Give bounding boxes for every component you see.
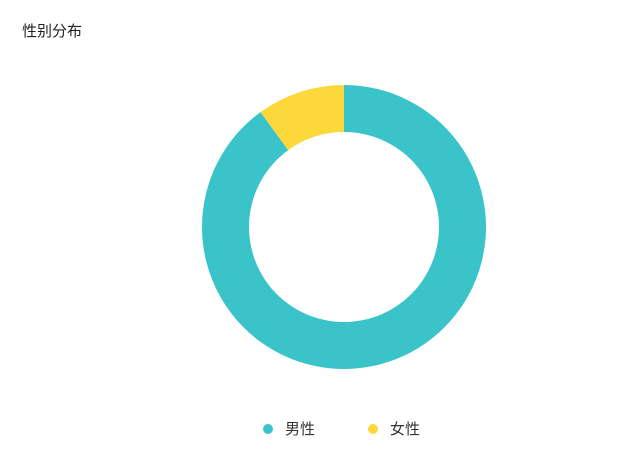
legend-dot-male: [263, 423, 273, 434]
legend-label-male: 男性: [285, 420, 316, 438]
slice-male[interactable]: [201, 85, 486, 369]
chart-title: 性别分布: [22, 22, 83, 40]
legend-label-female: 女性: [390, 420, 421, 438]
legend-item-female[interactable]: 女性: [368, 418, 420, 439]
slice-female[interactable]: [260, 85, 344, 151]
legend: 男性 女性: [0, 418, 640, 440]
legend-dot-female: [368, 423, 378, 434]
legend-item-male[interactable]: 男性: [263, 418, 315, 439]
